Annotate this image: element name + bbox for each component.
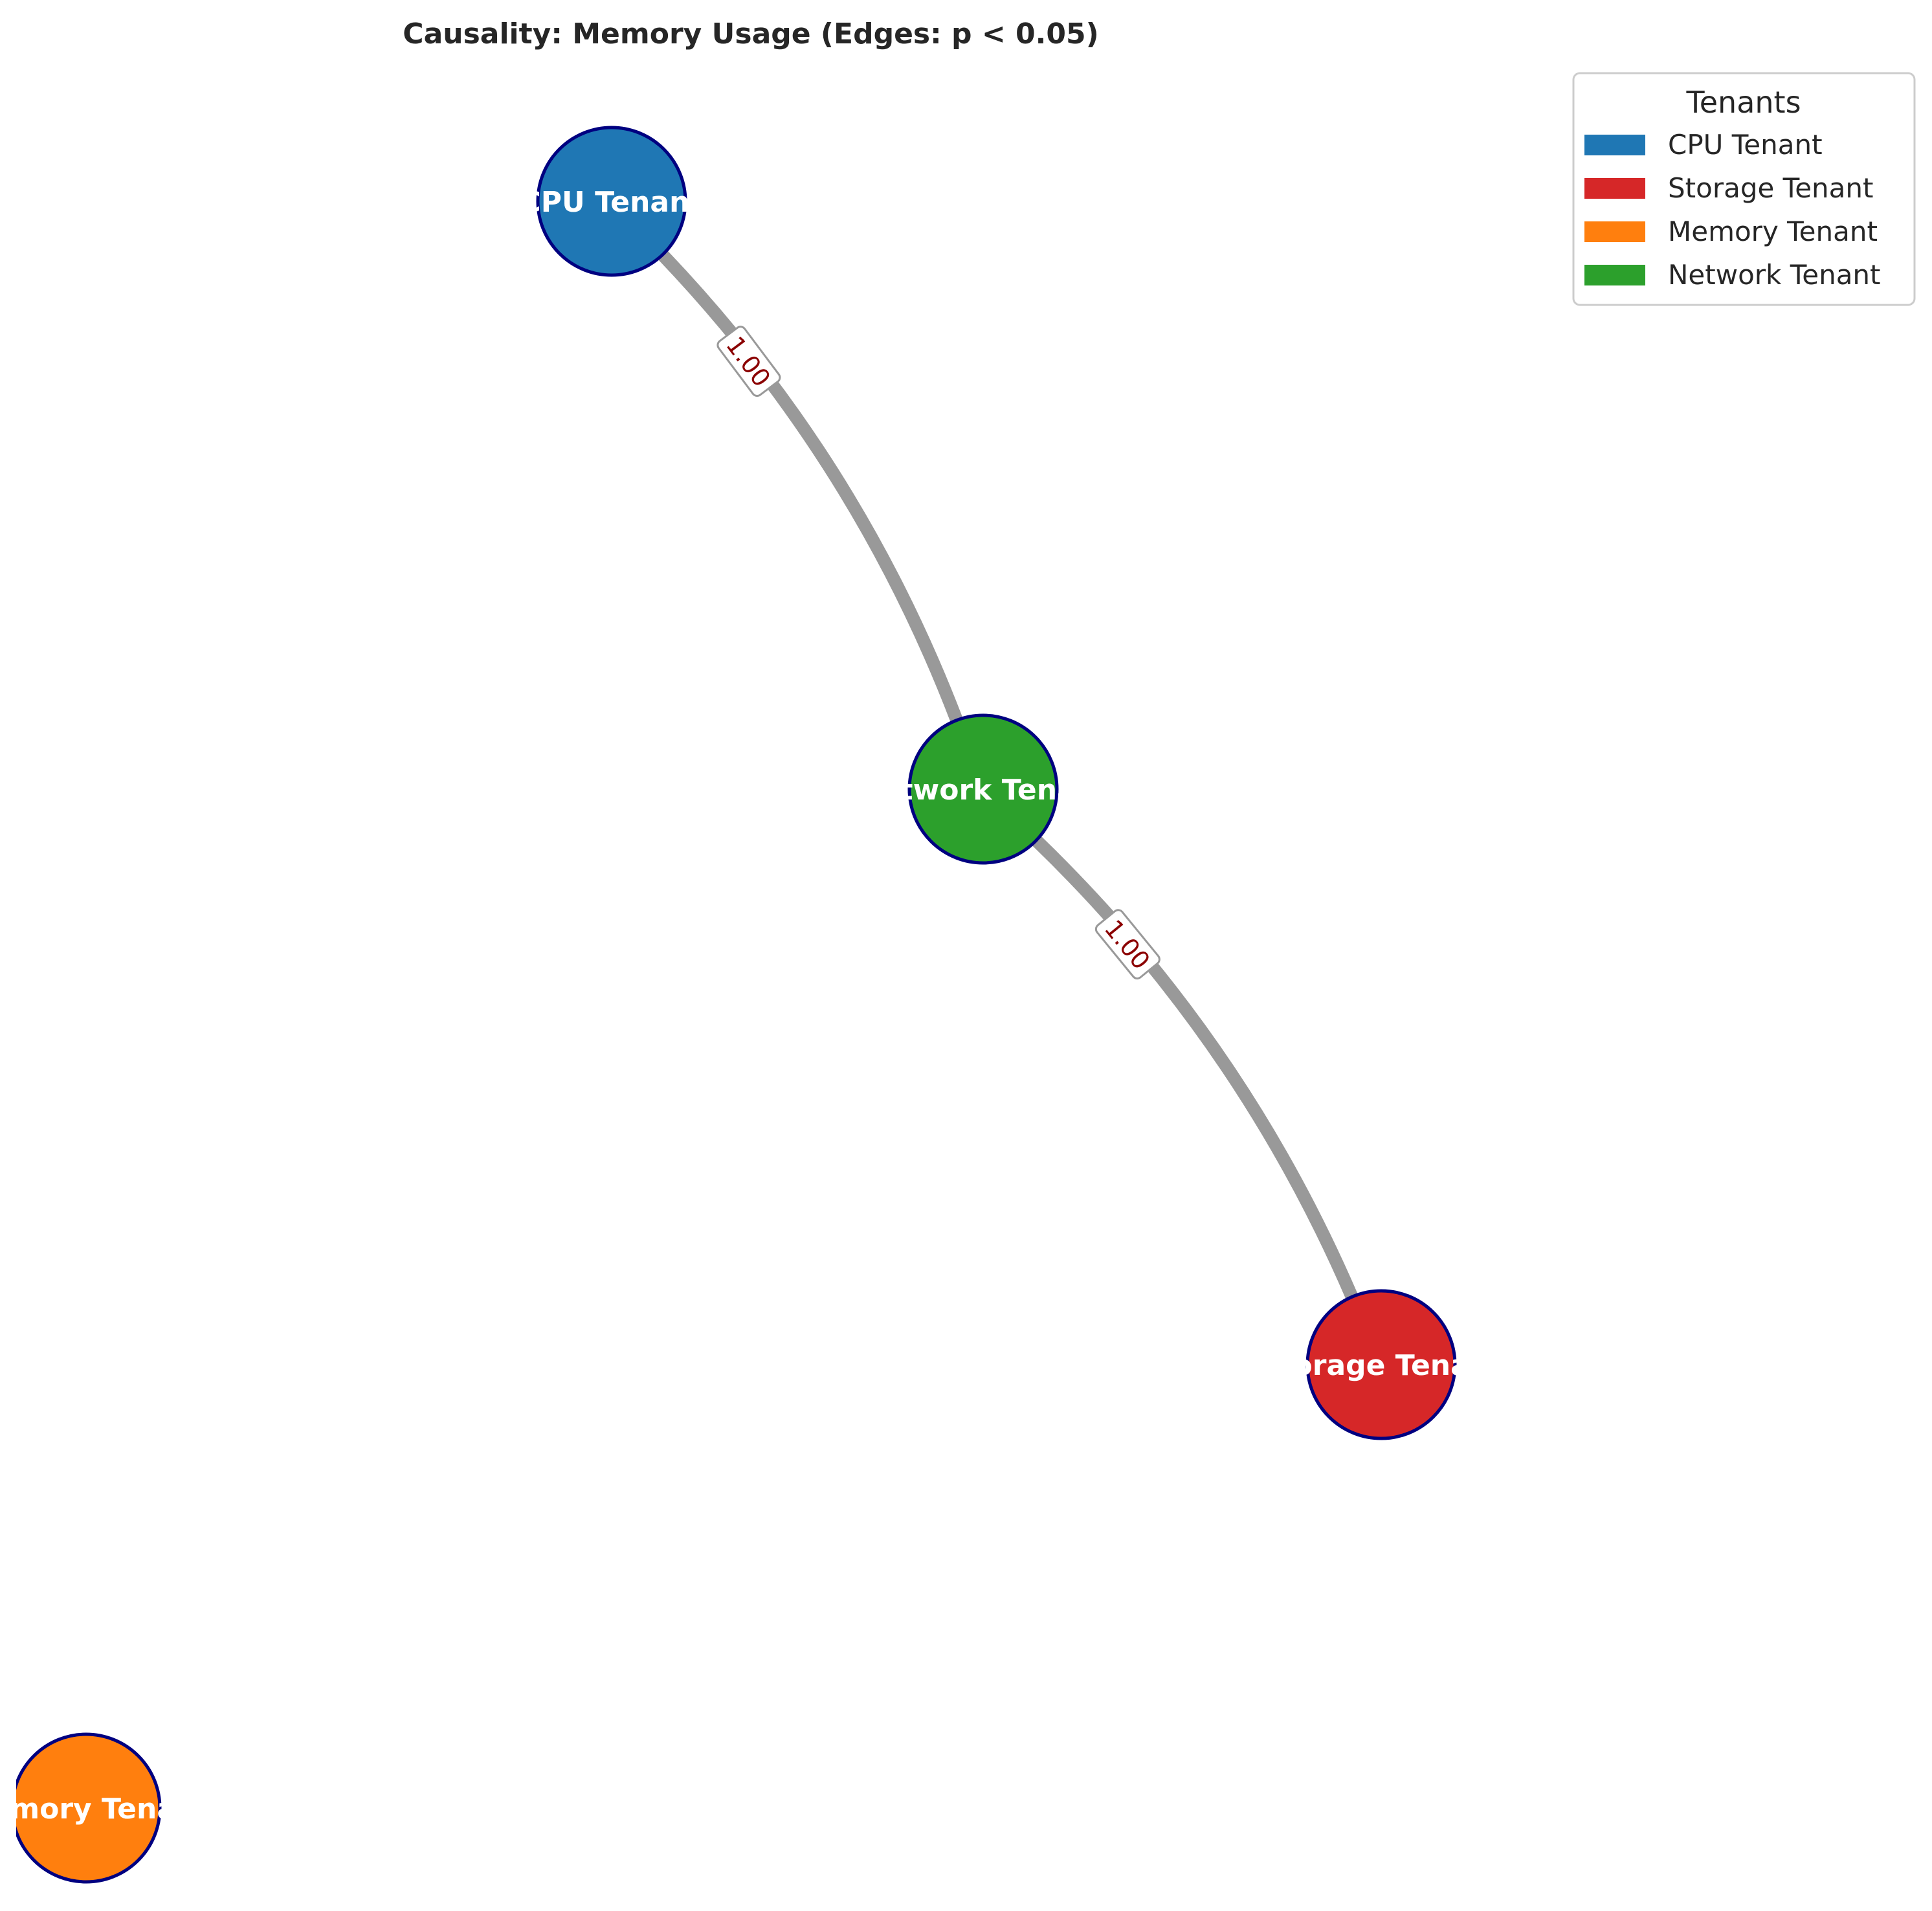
legend-item: Memory Tenant bbox=[1584, 216, 1878, 247]
edge-cpu-network bbox=[658, 251, 962, 722]
legend-swatch bbox=[1584, 265, 1645, 285]
edge-labels-layer: 1.001.00 bbox=[716, 326, 1160, 979]
legend-swatch bbox=[1584, 178, 1645, 199]
legend: Tenants CPU Tenant Storage Tenant Memory… bbox=[1572, 72, 1916, 306]
node-circle bbox=[1305, 1289, 1457, 1440]
legend-frame bbox=[1572, 72, 1916, 306]
legend-label: CPU Tenant bbox=[1668, 129, 1823, 161]
legend-item: Storage Tenant bbox=[1584, 172, 1873, 204]
legend-swatch bbox=[1584, 135, 1645, 155]
edge-label-box bbox=[716, 326, 781, 397]
edge-label-box bbox=[1094, 909, 1160, 979]
legend-label: Network Tenant bbox=[1668, 259, 1881, 291]
graph-area: CPU Tenant Network Tenant Storage Tenant Me… bbox=[0, 126, 1504, 1884]
nodes-layer: CPU Tenant Network Tenant Storage Tenant Me… bbox=[0, 126, 1504, 1884]
legend-item: CPU Tenant bbox=[1584, 129, 1823, 161]
node-circle bbox=[907, 713, 1059, 865]
edge-network-storage bbox=[1032, 836, 1358, 1299]
legend-label: Memory Tenant bbox=[1668, 216, 1878, 247]
chart-title: Causality: Memory Usage (Edges: p < 0.05… bbox=[403, 17, 1098, 50]
node-label: CPU Tenant bbox=[520, 186, 704, 219]
node-label: Network Tenant bbox=[856, 774, 1110, 807]
node-network: Network Tenant bbox=[856, 713, 1110, 865]
legend-item: Network Tenant bbox=[1584, 259, 1881, 291]
node-cpu: CPU Tenant bbox=[520, 126, 704, 277]
node-label: Storage Tenant bbox=[1259, 1349, 1504, 1382]
node-memory: Memory Tenant bbox=[0, 1732, 210, 1884]
legend-swatch bbox=[1584, 221, 1645, 242]
node-circle bbox=[536, 126, 687, 277]
node-label: Memory Tenant bbox=[0, 1793, 210, 1826]
edge-label: 1.00 bbox=[716, 326, 781, 397]
node-storage: Storage Tenant bbox=[1259, 1289, 1504, 1440]
edges-layer bbox=[658, 251, 1358, 1299]
node-circle bbox=[16, 1732, 162, 1884]
legend-label: Storage Tenant bbox=[1668, 172, 1873, 204]
legend-title: Tenants bbox=[1685, 85, 1801, 120]
